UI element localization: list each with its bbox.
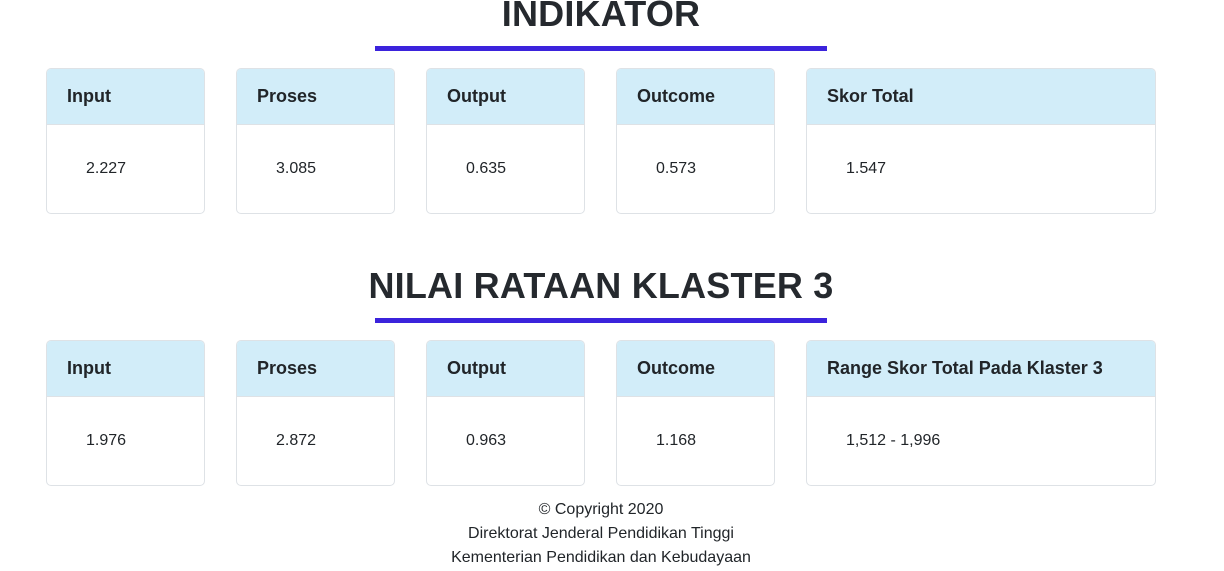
stat-card-output: Output 0.635	[426, 68, 585, 215]
title-underline	[375, 318, 827, 324]
stat-card-value: 1,512 - 1,996	[846, 432, 941, 450]
dashboard-page: INDIKATOR Input 2.227 Proses 3.085 Outpu…	[46, 0, 1156, 570]
footer-org-line-2: Kementerian Pendidikan dan Kebudayaan	[451, 549, 751, 567]
stat-card-header: Output	[427, 69, 584, 126]
page-footer: © Copyright 2020 Direktorat Jenderal Pen…	[46, 498, 1156, 570]
stat-card-range-skor-total: Range Skor Total Pada Klaster 3 1,512 - …	[806, 340, 1156, 487]
stat-card-input-klaster: Input 1.976	[46, 340, 205, 487]
section-title-indikator: INDIKATOR	[501, 0, 701, 34]
section-title-nilai-rataan: NILAI RATAAN KLASTER 3	[368, 265, 834, 307]
stat-card-outcome-klaster: Outcome 1.168	[616, 340, 775, 487]
title-underline	[375, 46, 827, 52]
stat-card-value: 1.547	[846, 160, 887, 178]
stat-card-proses-klaster: Proses 2.872	[236, 340, 395, 487]
stat-card-header: Output	[427, 341, 584, 398]
stat-card-value: 2.227	[86, 160, 127, 178]
stat-card-value: 2.872	[276, 432, 317, 450]
stat-card-header: Outcome	[617, 341, 774, 398]
stat-card-header: Input	[47, 69, 204, 126]
footer-copyright: © Copyright 2020	[538, 501, 664, 519]
indikator-cards-row: Input 2.227 Proses 3.085 Output 0.635 Ou…	[46, 68, 1156, 215]
stat-card-value: 0.963	[466, 432, 507, 450]
stat-card-header: Proses	[237, 69, 394, 126]
stat-card-value: 0.635	[466, 160, 507, 178]
section-indikator: INDIKATOR Input 2.227 Proses 3.085 Outpu…	[46, 0, 1156, 215]
stat-card-input: Input 2.227	[46, 68, 205, 215]
stat-card-outcome: Outcome 0.573	[616, 68, 775, 215]
footer-org-line-1: Direktorat Jenderal Pendidikan Tinggi	[468, 525, 734, 543]
stat-card-header: Skor Total	[807, 69, 1155, 126]
stat-card-value: 3.085	[276, 160, 317, 178]
stat-card-header: Proses	[237, 341, 394, 398]
stat-card-header: Input	[47, 341, 204, 398]
stat-card-output-klaster: Output 0.963	[426, 340, 585, 487]
section-nilai-rataan-klaster: NILAI RATAAN KLASTER 3 Input 1.976 Prose…	[46, 264, 1156, 487]
stat-card-header: Outcome	[617, 69, 774, 126]
stat-card-skor-total: Skor Total 1.547	[806, 68, 1156, 215]
stat-card-value: 0.573	[656, 160, 697, 178]
stat-card-value: 1.168	[656, 432, 697, 450]
stat-card-value: 1.976	[86, 432, 127, 450]
stat-card-header: Range Skor Total Pada Klaster 3	[807, 341, 1155, 398]
stat-card-proses: Proses 3.085	[236, 68, 395, 215]
klaster-cards-row: Input 1.976 Proses 2.872 Output 0.963 Ou…	[46, 340, 1156, 487]
